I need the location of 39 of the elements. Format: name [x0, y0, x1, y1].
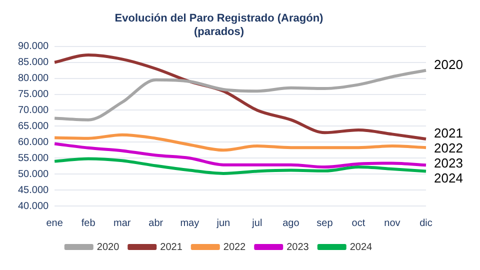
line-series: [53, 68, 428, 122]
y-tick-label: 75.000: [18, 89, 50, 100]
y-tick-label: 70.000: [18, 104, 50, 116]
legend-label: 2024: [350, 242, 373, 253]
text: 2020: [434, 56, 463, 72]
y-tick-label: 80.000: [18, 73, 50, 84]
y-tick-label: 60.000: [18, 136, 50, 148]
legend-label: 2023: [286, 242, 310, 253]
line-series: [53, 133, 428, 152]
text: 2021: [434, 126, 463, 141]
legend-label: 2021: [160, 242, 183, 253]
legend-label: 2022: [223, 242, 246, 253]
x-tick-label: jun: [216, 218, 230, 229]
legend-label: 2020: [96, 242, 120, 253]
x-tick-label: nov: [384, 218, 400, 229]
x-tick-label: feb: [81, 218, 96, 229]
text: 2024: [434, 170, 463, 186]
y-tick-label: 55.000: [18, 152, 50, 164]
x-tick-label: may: [180, 218, 200, 229]
x-tick-label: ago: [282, 218, 300, 229]
x-tick-label: sep: [316, 218, 334, 229]
y-tick-label: 90.000: [18, 41, 50, 52]
x-tick-label: mar: [114, 218, 132, 229]
text: 2023: [434, 156, 463, 171]
y-tick-label: 50.000: [18, 168, 50, 180]
y-tick-label: 45.000: [18, 184, 50, 196]
line-series: [53, 142, 428, 169]
y-tick-label: 65.000: [18, 120, 50, 132]
line-series: [53, 157, 428, 175]
x-tick-label: oct: [352, 218, 366, 229]
text: 2022: [434, 140, 463, 156]
x-tick-label: jul: [251, 218, 262, 229]
x-tick-label: dic: [420, 218, 432, 229]
y-tick-label: 40.000: [18, 200, 50, 212]
chart-title: Evolución del Paro Registrado (Aragón): [114, 12, 324, 25]
chart-subtitle: (parados): [194, 26, 244, 38]
y-tick-label: 85.000: [18, 57, 50, 68]
x-tick-label: ene: [46, 218, 64, 229]
x-tick-label: abr: [148, 218, 164, 229]
